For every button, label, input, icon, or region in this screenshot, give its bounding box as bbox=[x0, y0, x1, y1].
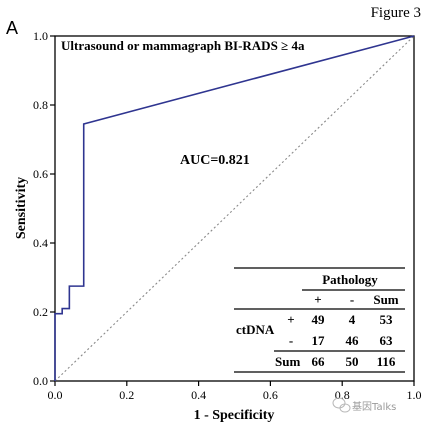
table-cell: 46 bbox=[346, 333, 360, 348]
table-col-label: Sum bbox=[373, 292, 398, 307]
y-axis-label: Sensitivity bbox=[14, 177, 29, 239]
chart-title: Ultrasound or mammagraph BI-RADS ≥ 4a bbox=[61, 38, 305, 53]
y-axis-ticks: 0.0 0.2 0.4 0.6 0.8 1.0 bbox=[33, 29, 55, 388]
auc-annotation: AUC=0.821 bbox=[180, 153, 250, 168]
table-cell: 63 bbox=[380, 333, 394, 348]
x-tick-label: 0.4 bbox=[191, 388, 206, 402]
table-row-label: Sum bbox=[275, 354, 300, 369]
series-layer bbox=[54, 35, 415, 382]
table-cell: 50 bbox=[346, 354, 359, 369]
y-tick-label: 0.2 bbox=[33, 305, 48, 319]
plot-frame bbox=[54, 35, 415, 382]
y-tick-label: 0.4 bbox=[33, 236, 48, 250]
y-tick-label: 0.8 bbox=[33, 98, 48, 112]
pathology-table: Pathology + - Sum ctDNA + 49 4 53 - 17 4… bbox=[234, 267, 405, 373]
figure-label: Figure 3 bbox=[371, 5, 421, 21]
table-cell: 66 bbox=[312, 354, 326, 369]
x-axis-ticks: 0.0 0.2 0.4 0.6 0.8 1.0 bbox=[48, 381, 422, 402]
table-col-label: + bbox=[314, 292, 321, 307]
table-row-label: - bbox=[289, 333, 293, 348]
table-row-header: ctDNA bbox=[236, 322, 275, 337]
x-axis-label: 1 - Specificity bbox=[194, 408, 275, 423]
roc-curve-line bbox=[54, 35, 415, 381]
table-cell: 49 bbox=[312, 312, 326, 327]
x-tick-label: 0.0 bbox=[48, 388, 63, 402]
wechat-logo-icon bbox=[332, 397, 351, 413]
panel-label: A bbox=[6, 18, 18, 38]
table-cell: 53 bbox=[380, 312, 394, 327]
watermark: 基因Talks bbox=[332, 397, 396, 413]
table-col-label: - bbox=[350, 292, 354, 307]
reference-diagonal-line bbox=[54, 35, 415, 382]
y-tick-label: 0.0 bbox=[33, 374, 48, 388]
y-tick-label: 1.0 bbox=[33, 29, 48, 43]
x-tick-label: 1.0 bbox=[407, 388, 422, 402]
x-tick-label: 0.8 bbox=[335, 388, 350, 402]
table-row-label: + bbox=[287, 312, 294, 327]
y-tick-label: 0.6 bbox=[33, 167, 48, 181]
table-cell: 4 bbox=[349, 312, 356, 327]
table-cell: 17 bbox=[312, 333, 326, 348]
x-tick-label: 0.6 bbox=[263, 388, 278, 402]
table-cell: 116 bbox=[377, 354, 396, 369]
watermark-text: 基因Talks bbox=[352, 400, 396, 413]
table-title: Pathology bbox=[322, 272, 378, 287]
x-tick-label: 0.2 bbox=[119, 388, 134, 402]
